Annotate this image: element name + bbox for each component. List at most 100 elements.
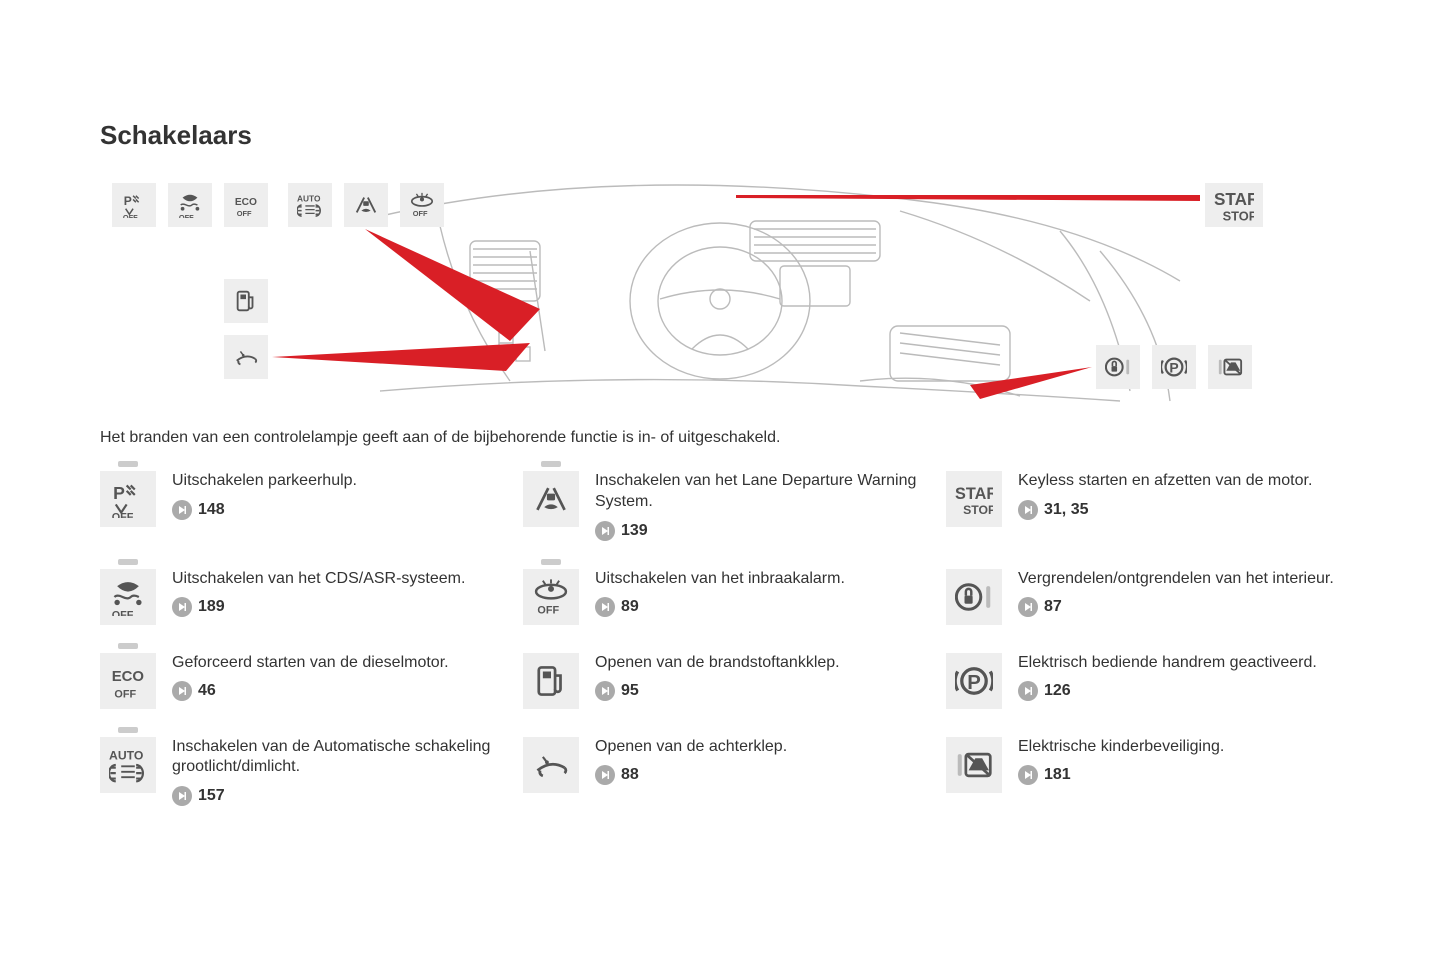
page-reference-number: 139 (621, 522, 648, 540)
page-reference-icon (595, 765, 615, 785)
lane-departure-icon (344, 183, 388, 227)
page-reference[interactable]: 46 (172, 681, 499, 701)
switch-item-text: Elektrisch bediende handrem geactiveerd. (1018, 653, 1345, 674)
page-reference[interactable]: 126 (1018, 681, 1345, 701)
page-reference[interactable]: 139 (595, 521, 922, 541)
auto-light-icon (100, 737, 156, 793)
switch-item-text: Elektrische kinderbeveiliging. (1018, 737, 1345, 758)
switch-item-body: Inschakelen van het Lane Departure Warni… (595, 471, 922, 541)
switch-grid: Uitschakelen parkeerhulp. 148 Inschakele… (100, 471, 1345, 806)
page-reference-icon (595, 597, 615, 617)
fuel-icon (523, 653, 579, 709)
alarm-off-icon (523, 569, 579, 625)
page-reference[interactable]: 89 (595, 597, 922, 617)
esp-off-icon (100, 569, 156, 625)
page-reference[interactable]: 189 (172, 597, 499, 617)
page-reference[interactable]: 87 (1018, 597, 1345, 617)
callout-indicator (736, 195, 1200, 201)
switch-item-text: Vergrendelen/ontgrendelen van het interi… (1018, 569, 1345, 590)
page-reference-number: 46 (198, 682, 216, 700)
page-reference[interactable]: 95 (595, 681, 922, 701)
switch-item-text: Geforceerd starten van de dieselmotor. (172, 653, 499, 674)
switch-item: Inschakelen van de Automatische schakeli… (100, 737, 499, 807)
page-root: Schakelaars (0, 0, 1445, 846)
page-reference-icon (1018, 597, 1038, 617)
switch-item: Inschakelen van het Lane Departure Warni… (523, 471, 922, 541)
eco-off-icon (224, 183, 268, 227)
page-reference-icon (1018, 681, 1038, 701)
switch-item-body: Vergrendelen/ontgrendelen van het interi… (1018, 569, 1345, 618)
lane-departure-icon (523, 471, 579, 527)
eco-off-icon (100, 653, 156, 709)
page-reference-icon (172, 500, 192, 520)
page-reference-icon (1018, 500, 1038, 520)
page-reference[interactable]: 31, 35 (1018, 500, 1345, 520)
switch-item-text: Inschakelen van het Lane Departure Warni… (595, 471, 922, 513)
switch-item-body: Uitschakelen parkeerhulp. 148 (172, 471, 499, 520)
child-lock-icon (946, 737, 1002, 793)
switch-item-body: Elektrische kinderbeveiliging. 181 (1018, 737, 1345, 786)
page-reference-icon (172, 597, 192, 617)
switch-item: Elektrisch bediende handrem geactiveerd.… (946, 653, 1345, 709)
page-reference-number: 89 (621, 598, 639, 616)
switch-item-text: Uitschakelen parkeerhulp. (172, 471, 499, 492)
fuel-icon (224, 279, 268, 323)
dashboard-diagram (100, 171, 1345, 411)
page-reference-number: 31, 35 (1044, 501, 1088, 519)
parking-brake-icon (946, 653, 1002, 709)
lock-icon (1096, 345, 1140, 389)
switch-item-body: Uitschakelen van het inbraakalarm. 89 (595, 569, 922, 618)
alarm-off-icon (400, 183, 444, 227)
switch-item-body: Openen van de achterklep. 88 (595, 737, 922, 786)
tailgate-icon (224, 335, 268, 379)
switch-item-text: Uitschakelen van het CDS/ASR-systeem. (172, 569, 499, 590)
switch-item-text: Openen van de brandstoftankklep. (595, 653, 922, 674)
page-reference-icon (172, 681, 192, 701)
switch-item-text: Openen van de achterklep. (595, 737, 922, 758)
page-reference-icon (1018, 765, 1038, 785)
parking-brake-icon (1152, 345, 1196, 389)
page-reference-number: 181 (1044, 766, 1071, 784)
switch-item: Keyless starten en afzetten van de motor… (946, 471, 1345, 541)
page-reference[interactable]: 148 (172, 500, 499, 520)
auto-light-icon (288, 183, 332, 227)
lock-icon (946, 569, 1002, 625)
switch-item: Geforceerd starten van de dieselmotor. 4… (100, 653, 499, 709)
switch-item: Uitschakelen parkeerhulp. 148 (100, 471, 499, 541)
switch-item: Openen van de achterklep. 88 (523, 737, 922, 807)
callout-indicator (365, 229, 540, 341)
switch-item-body: Inschakelen van de Automatische schakeli… (172, 737, 499, 807)
page-reference-icon (595, 521, 615, 541)
page-reference-number: 88 (621, 766, 639, 784)
parking-off-icon (112, 183, 156, 227)
switch-item: Uitschakelen van het inbraakalarm. 89 (523, 569, 922, 625)
start-stop-icon (1205, 183, 1263, 227)
page-reference-number: 87 (1044, 598, 1062, 616)
page-reference-number: 95 (621, 682, 639, 700)
page-reference-icon (172, 786, 192, 806)
switch-item: Openen van de brandstoftankklep. 95 (523, 653, 922, 709)
switch-item: Uitschakelen van het CDS/ASR-systeem. 18… (100, 569, 499, 625)
page-reference-number: 157 (198, 787, 225, 805)
switch-item: Vergrendelen/ontgrendelen van het interi… (946, 569, 1345, 625)
page-reference-icon (595, 681, 615, 701)
switch-item-text: Uitschakelen van het inbraakalarm. (595, 569, 922, 590)
switch-item-body: Uitschakelen van het CDS/ASR-systeem. 18… (172, 569, 499, 618)
tailgate-icon (523, 737, 579, 793)
esp-off-icon (168, 183, 212, 227)
switch-item-text: Inschakelen van de Automatische schakeli… (172, 737, 499, 779)
parking-off-icon (100, 471, 156, 527)
start-stop-icon (946, 471, 1002, 527)
switch-item-body: Geforceerd starten van de dieselmotor. 4… (172, 653, 499, 702)
page-reference[interactable]: 181 (1018, 765, 1345, 785)
switch-item-body: Elektrisch bediende handrem geactiveerd.… (1018, 653, 1345, 702)
switch-item-body: Openen van de brandstoftankklep. 95 (595, 653, 922, 702)
page-reference-number: 189 (198, 598, 225, 616)
switch-item-text: Keyless starten en afzetten van de motor… (1018, 471, 1345, 492)
callout-indicator (272, 343, 530, 371)
page-reference[interactable]: 88 (595, 765, 922, 785)
switch-item-body: Keyless starten en afzetten van de motor… (1018, 471, 1345, 520)
page-reference[interactable]: 157 (172, 786, 499, 806)
page-reference-number: 148 (198, 501, 225, 519)
intro-text: Het branden van een controlelampje geeft… (100, 429, 1345, 447)
